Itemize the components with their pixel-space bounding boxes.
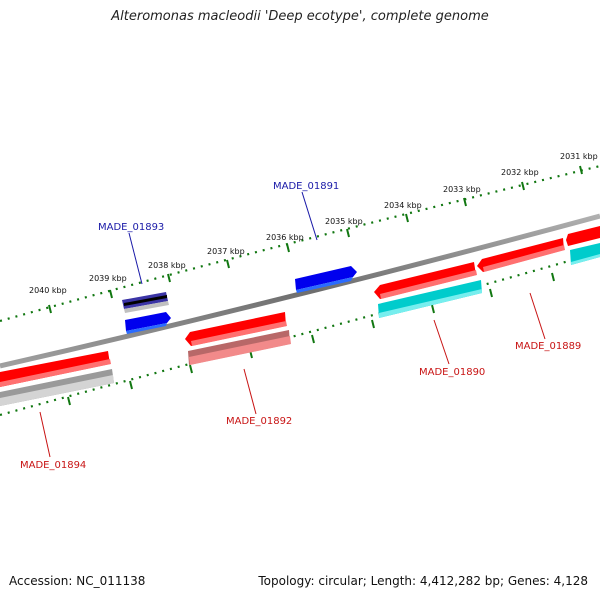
map-title: Alteromonas macleodii 'Deep ecotype', co… [111,9,489,24]
inner-major-ticks [67,272,555,406]
tick-label: 2039 kbp [89,274,127,283]
gene-made-01893-feature[interactable] [122,292,171,334]
gene-made-01889-feature[interactable] [477,226,600,272]
genome-backbone [0,213,600,369]
gene-label-made-01892[interactable]: MADE_01892 [226,416,292,427]
gene-made-01890-feature[interactable] [374,262,482,318]
gene-label-made-01890[interactable]: MADE_01890 [419,367,485,378]
tick-label: 2034 kbp [384,201,422,210]
tick-label: 2038 kbp [148,261,186,270]
tick-label: 2040 kbp [29,286,67,295]
gene-leader-lines [39,191,546,458]
gene-made-01892-feature[interactable] [185,312,291,365]
tick-label: 2036 kbp [266,233,304,242]
accession-text: Accession: NC_011138 [9,574,146,588]
outer-major-ticks [48,165,583,314]
gene-label-made-01889[interactable]: MADE_01889 [515,341,581,352]
tick-label: 2037 kbp [207,247,245,256]
genome-summary-text: Topology: circular; Length: 4,412,282 bp… [258,574,588,588]
gene-made-01891-feature[interactable] [295,266,357,293]
tick-label: 2031 kbp [560,152,598,161]
tick-label: 2033 kbp [443,185,481,194]
gene-label-made-01894[interactable]: MADE_01894 [20,460,86,471]
gene-label-made-01891[interactable]: MADE_01891 [273,181,339,192]
tick-label: 2035 kbp [325,217,363,226]
gene-label-made-01893[interactable]: MADE_01893 [98,222,164,233]
tick-label: 2032 kbp [501,168,539,177]
gene-made-01894-feature[interactable] [0,351,114,406]
